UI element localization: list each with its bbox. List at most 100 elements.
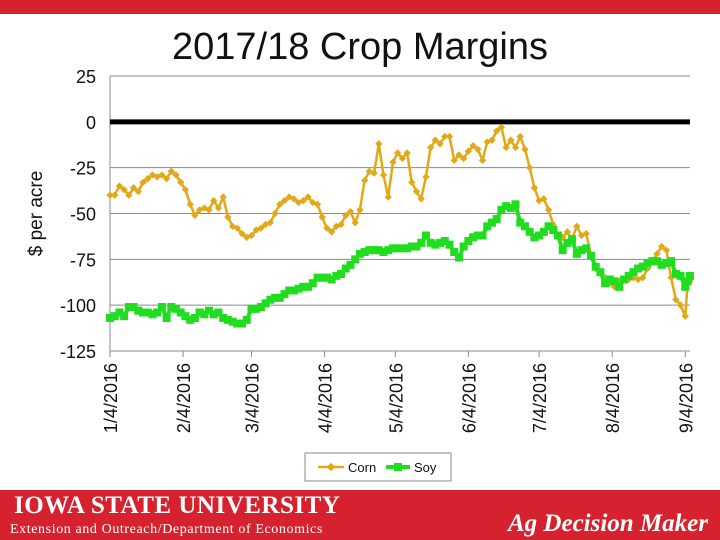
soy-point bbox=[473, 231, 482, 240]
x-tick-label: 5/4/2016 bbox=[386, 363, 406, 433]
soy-point bbox=[582, 244, 591, 253]
corn-point bbox=[356, 206, 364, 214]
corn-point bbox=[224, 213, 232, 221]
corn-point bbox=[384, 193, 392, 201]
corn-point bbox=[653, 250, 661, 258]
soy-point bbox=[327, 275, 336, 284]
y-tick-label: -75 bbox=[70, 250, 96, 270]
corn-point bbox=[445, 132, 454, 141]
corn-point bbox=[210, 196, 218, 205]
soy-point bbox=[341, 264, 350, 273]
corn-point bbox=[219, 193, 227, 201]
corn-point bbox=[181, 185, 190, 194]
soy-point bbox=[139, 308, 148, 317]
soy-point bbox=[417, 238, 426, 247]
soy-point bbox=[487, 218, 496, 227]
y-tick-label: -100 bbox=[60, 296, 96, 316]
x-tick-label: 1/4/2016 bbox=[101, 363, 121, 433]
corn-point bbox=[540, 195, 548, 203]
soy-point bbox=[563, 238, 572, 247]
soy-point bbox=[686, 271, 694, 280]
y-tick-label: -25 bbox=[70, 159, 96, 179]
corn-point bbox=[271, 209, 279, 218]
university-logo-text: IOWA STATE UNIVERSITY bbox=[14, 492, 341, 519]
soy-point bbox=[520, 222, 529, 231]
soy-point bbox=[285, 286, 294, 295]
x-tick-label: 8/4/2016 bbox=[603, 363, 623, 433]
soy-point bbox=[190, 314, 199, 322]
corn-point bbox=[351, 218, 359, 227]
corn-point bbox=[639, 273, 647, 282]
soy-point bbox=[652, 257, 661, 266]
soy-point bbox=[195, 308, 204, 317]
corn-point bbox=[676, 301, 685, 309]
corn-point bbox=[426, 143, 435, 152]
corn-point bbox=[214, 204, 223, 212]
soy-point bbox=[535, 231, 544, 240]
corn-point bbox=[530, 184, 539, 192]
soy-point bbox=[544, 222, 553, 231]
corn-point bbox=[125, 191, 133, 199]
soy-point bbox=[186, 315, 195, 324]
corn-point bbox=[488, 136, 496, 144]
soy-point bbox=[115, 308, 124, 317]
corn-point bbox=[431, 136, 440, 144]
soy-point bbox=[247, 304, 256, 313]
soy-point bbox=[530, 233, 539, 242]
soy-point bbox=[549, 226, 558, 234]
soy-point bbox=[129, 303, 138, 311]
corn-point bbox=[233, 224, 241, 232]
soy-point bbox=[511, 200, 520, 209]
soy-point bbox=[337, 270, 346, 278]
soy-point bbox=[355, 249, 364, 258]
y-axis-label: $ per acre bbox=[26, 171, 47, 257]
soy-point bbox=[445, 240, 454, 249]
soy-point bbox=[619, 275, 628, 284]
soy-point bbox=[162, 314, 171, 322]
soy-point bbox=[120, 312, 129, 321]
soy-point bbox=[256, 303, 265, 311]
soy-point bbox=[280, 290, 289, 299]
soy-point bbox=[205, 306, 214, 315]
corn-point bbox=[582, 229, 590, 238]
soy-point bbox=[558, 246, 567, 255]
corn-point bbox=[672, 295, 680, 304]
soy-point bbox=[440, 237, 449, 245]
corn-point bbox=[393, 149, 402, 157]
x-tick-label: 7/4/2016 bbox=[530, 363, 550, 433]
soy-point bbox=[634, 264, 643, 273]
soy-point bbox=[289, 286, 298, 295]
soy-point bbox=[624, 271, 633, 280]
corn-point bbox=[502, 143, 510, 152]
soy-point bbox=[238, 319, 247, 328]
soy-point bbox=[403, 244, 412, 253]
soy-point bbox=[539, 227, 548, 236]
legend-soy-label: Soy bbox=[414, 460, 437, 475]
soy-point bbox=[365, 246, 374, 255]
soy-point bbox=[586, 251, 595, 260]
soy-point bbox=[172, 304, 181, 313]
soy-point bbox=[572, 249, 581, 258]
soy-point bbox=[676, 271, 685, 280]
soy-point bbox=[374, 246, 383, 255]
corn-point bbox=[257, 224, 265, 232]
corn-point bbox=[464, 147, 473, 155]
soy-point bbox=[469, 233, 478, 242]
y-tick-label: 25 bbox=[76, 67, 96, 87]
soy-point bbox=[332, 271, 341, 280]
corn-point bbox=[106, 191, 114, 199]
soy-point bbox=[683, 277, 692, 286]
corn-point bbox=[172, 171, 180, 179]
legend-corn-label: Corn bbox=[348, 460, 376, 475]
soy-point bbox=[525, 227, 534, 236]
x-tick-label: 3/4/2016 bbox=[242, 363, 262, 433]
soy-point bbox=[421, 231, 430, 240]
legend-soy-marker bbox=[394, 463, 402, 471]
soy-point bbox=[662, 259, 671, 267]
corn-point bbox=[398, 154, 407, 163]
corn-point bbox=[497, 123, 506, 132]
legend-box bbox=[304, 452, 452, 482]
soy-point bbox=[516, 218, 525, 227]
soy-point bbox=[308, 279, 317, 288]
corn-point bbox=[521, 145, 529, 154]
